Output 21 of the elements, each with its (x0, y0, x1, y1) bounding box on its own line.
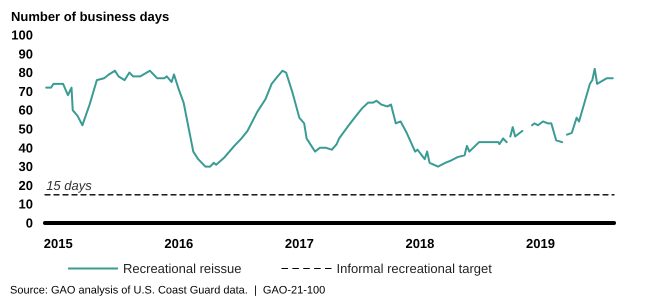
y-tick-label: 20 (18, 178, 33, 193)
y-tick-label: 90 (18, 46, 33, 62)
y-tick-label: 60 (18, 102, 33, 118)
y-tick-label: 10 (18, 196, 33, 212)
y-axis-title: Number of business days (11, 9, 170, 24)
source-note: Source: GAO analysis of U.S. Coast Guard data. | GAO-21-100 (10, 284, 326, 296)
legend-label: Recreational reissue (123, 261, 242, 276)
y-tick-label: 30 (18, 159, 33, 174)
y-tick-label: 0 (26, 216, 33, 230)
legend-label: Informal recreational target (336, 261, 492, 276)
y-tick-label: 50 (18, 122, 33, 136)
y-tick-label: 80 (18, 65, 33, 80)
y-tick-label: 100 (11, 28, 33, 42)
y-tick-label: 40 (18, 140, 33, 156)
annotation: 15 days (46, 178, 92, 193)
x-tick-label: 2018 (405, 236, 434, 251)
y-tick-label: 70 (18, 84, 33, 99)
x-tick-label: 2016 (164, 236, 194, 251)
x-tick-label: 2017 (284, 236, 314, 251)
x-tick-label: 2019 (526, 236, 555, 251)
x-tick-label: 2015 (44, 236, 73, 251)
